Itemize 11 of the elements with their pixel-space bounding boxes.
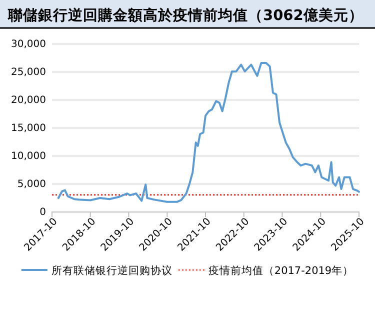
y-tick-label: 30,000 xyxy=(11,39,46,50)
y-tick-label: 5,000 xyxy=(17,179,46,190)
y-tick-label: 10,000 xyxy=(11,151,46,162)
y-tick-label: 0 xyxy=(40,207,46,218)
legend-label: 所有联储银行逆回购协议 xyxy=(51,264,172,277)
line-series xyxy=(57,62,360,203)
y-tick-label: 15,000 xyxy=(11,123,46,134)
chart-title: 聯儲銀行逆回購金額高於疫情前均值（3062億美元） xyxy=(7,6,364,24)
legend-label: 疫情前均值（2017-2019年） xyxy=(208,264,354,277)
y-tick-label: 20,000 xyxy=(11,95,46,106)
y-tick-label: 25,000 xyxy=(11,67,46,78)
